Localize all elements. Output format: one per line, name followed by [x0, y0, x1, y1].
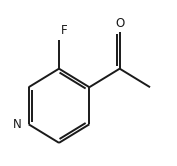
Text: F: F	[61, 24, 67, 37]
Text: O: O	[115, 17, 124, 30]
Text: N: N	[13, 118, 22, 131]
